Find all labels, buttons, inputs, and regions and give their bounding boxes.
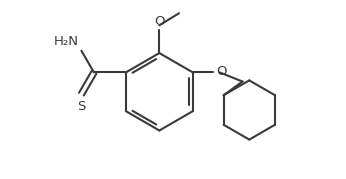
- Text: S: S: [77, 100, 85, 113]
- Text: O: O: [216, 65, 227, 78]
- Text: H₂N: H₂N: [54, 35, 79, 48]
- Text: O: O: [154, 14, 165, 28]
